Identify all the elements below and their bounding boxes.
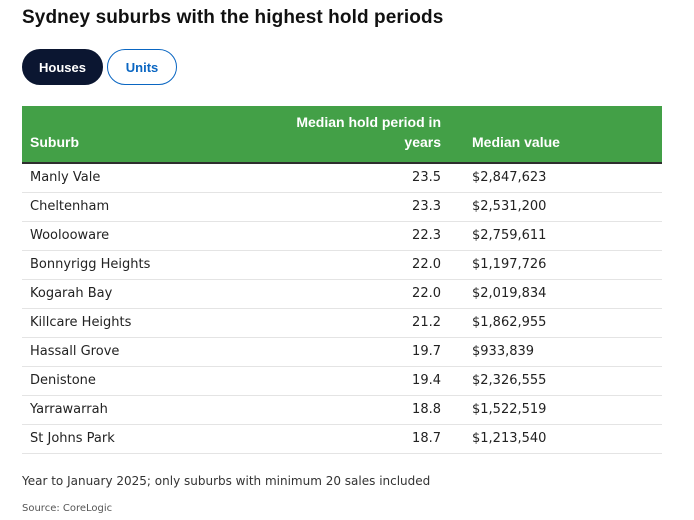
cell-hold-period: 18.8 [412,402,441,417]
cell-median-value: $2,531,200 [472,199,547,214]
cell-hold-period: 19.4 [412,373,441,388]
table-row: Bonnyrigg Heights 22.0 $1,197,726 [22,250,662,279]
cell-suburb: Yarrawarrah [30,402,108,417]
header-hold-period: Median hold period in years [272,106,457,163]
header-hold-line2: years [404,134,441,150]
cell-hold-period: 23.5 [412,170,441,186]
source-credit: Source: CoreLogic [22,503,113,514]
cell-hold-period: 22.0 [412,286,441,301]
cell-hold-period: 22.3 [412,228,441,243]
cell-suburb: Bonnyrigg Heights [30,257,151,272]
cell-median-value: $1,213,540 [472,431,547,446]
cell-median-value: $2,019,834 [472,286,547,301]
table-row: Denistone 19.4 $2,326,555 [22,366,662,395]
cell-hold-period: 19.7 [412,344,441,359]
cell-median-value: $2,326,555 [472,373,547,388]
hold-period-table: Suburb Median hold period in years Media… [22,106,662,454]
table-row: St Johns Park 18.7 $1,213,540 [22,424,662,453]
cell-suburb: St Johns Park [30,431,115,446]
cell-hold-period: 22.0 [412,257,441,272]
table-row: Cheltenham 23.3 $2,531,200 [22,192,662,221]
cell-hold-period: 21.2 [412,315,441,330]
table-header-row: Suburb Median hold period in years Media… [22,106,662,163]
cell-suburb: Killcare Heights [30,315,132,330]
cell-median-value: $1,862,955 [472,315,547,330]
cell-suburb: Kogarah Bay [30,286,113,301]
hold-period-table-container: Suburb Median hold period in years Media… [22,106,662,454]
cell-suburb: Denistone [30,373,96,388]
cell-median-value: $2,759,611 [472,228,547,243]
cell-hold-period: 18.7 [412,431,441,446]
cell-suburb: Cheltenham [30,199,110,214]
cell-median-value: $933,839 [472,344,535,359]
table-row: Kogarah Bay 22.0 $2,019,834 [22,279,662,308]
table-row: Yarrawarrah 18.8 $1,522,519 [22,395,662,424]
cell-median-value: $2,847,623 [472,170,547,186]
table-footnote: Year to January 2025; only suburbs with … [22,474,431,488]
page-title: Sydney suburbs with the highest hold per… [22,7,444,28]
property-type-tabs: Houses Units [22,49,177,85]
header-median-value: Median value [472,134,560,150]
header-hold-line1: Median hold period in [296,114,441,130]
table-row: Hassall Grove 19.7 $933,839 [22,337,662,366]
table-body: Manly Vale 23.5 $2,847,623 Cheltenham 23… [22,163,662,453]
cell-suburb: Woolooware [30,228,110,243]
cell-suburb: Manly Vale [30,170,101,186]
cell-suburb: Hassall Grove [30,344,120,359]
cell-median-value: $1,197,726 [472,257,547,272]
table-header: Suburb Median hold period in years Media… [22,106,662,163]
table-row: Woolooware 22.3 $2,759,611 [22,221,662,250]
tab-units[interactable]: Units [107,49,177,85]
table-row: Manly Vale 23.5 $2,847,623 [22,163,662,192]
cell-hold-period: 23.3 [412,199,441,214]
tab-houses[interactable]: Houses [22,49,103,85]
table-row: Killcare Heights 21.2 $1,862,955 [22,308,662,337]
cell-median-value: $1,522,519 [472,402,547,417]
header-suburb: Suburb [30,134,79,150]
